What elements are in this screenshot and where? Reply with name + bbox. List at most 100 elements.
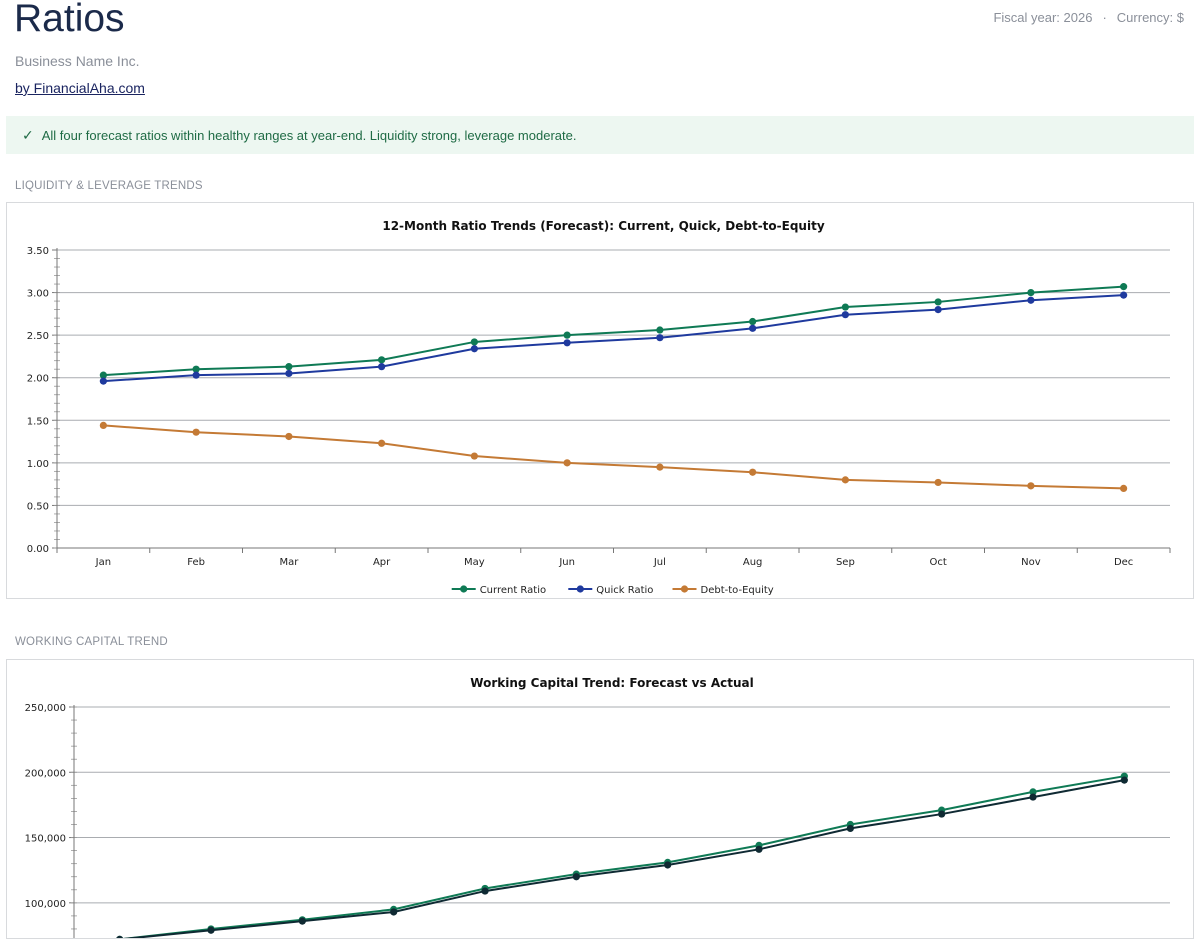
working-capital-chart-panel: Working Capital Trend: Forecast vs Actua… (6, 659, 1194, 939)
y-tick-label: 3.00 (27, 289, 49, 300)
y-tick-label: 0.00 (27, 544, 49, 555)
series-2-point (1120, 776, 1128, 784)
series-current-ratio-point (99, 371, 107, 379)
series-current-ratio-point (841, 303, 849, 311)
series-current-ratio-point (192, 365, 200, 373)
series-current-ratio-point (285, 363, 293, 371)
series-1-point (1029, 788, 1037, 796)
series-quick-ratio-point (841, 311, 849, 319)
series-2-point (572, 873, 580, 881)
series-quick-ratio-point (99, 377, 107, 385)
currency: Currency: $ (1116, 10, 1184, 25)
section-heading-liquidity: LIQUIDITY & LEVERAGE TRENDS (15, 180, 203, 192)
check-icon: ✓ (22, 126, 34, 143)
section-heading-working-capital: WORKING CAPITAL TREND (15, 636, 168, 648)
series-quick-ratio-point (285, 369, 293, 378)
series-debt-to-equity-point (192, 428, 200, 436)
y-tick-label: 1.00 (27, 459, 49, 470)
series-debt-to-equity-point (934, 478, 942, 487)
series-debt-to-equity-line (103, 424, 1124, 490)
x-tick-label-aug: Aug (743, 557, 763, 568)
series-quick-ratio-point (749, 324, 757, 332)
page-title: Ratios (14, 0, 125, 40)
legend-item-quick-ratio: Quick Ratio (568, 585, 653, 596)
y-tick-label: 1.50 (27, 416, 49, 427)
series-debt-to-equity-point (656, 463, 664, 471)
x-tick-label-jul: Jul (653, 557, 666, 568)
series-2-point (938, 810, 946, 818)
series-quick-ratio-point (470, 345, 478, 353)
series-2-point (390, 908, 398, 916)
byline-link[interactable]: by FinancialAha.com (15, 80, 145, 96)
series-quick-ratio-point (192, 371, 200, 379)
series-2-point (664, 861, 672, 869)
chart-title: 12-Month Ratio Trends (Forecast): Curren… (382, 219, 824, 233)
chart-title: Working Capital Trend: Forecast vs Actua… (470, 676, 753, 690)
series-2-point (481, 887, 489, 895)
series-debt-to-equity-point (99, 421, 107, 429)
legend-label: Current Ratio (480, 585, 546, 596)
series-current-ratio-point (749, 317, 757, 326)
working-capital-chart: Working Capital Trend: Forecast vs Actua… (25, 676, 1170, 938)
ratio-chart-panel: 12-Month Ratio Trends (Forecast): Curren… (6, 202, 1194, 599)
y-tick-label: 3.50 (27, 246, 49, 257)
series-current-ratio-line (103, 285, 1124, 377)
legend-item-debt-to-equity: Debt-to-Equity (672, 585, 774, 596)
series-2-point (207, 926, 215, 934)
series-quick-ratio-point (563, 339, 571, 347)
series-quick-ratio-point (1027, 296, 1035, 304)
x-tick-label-mar: Mar (279, 557, 299, 568)
series-2-line (123, 779, 1125, 938)
series-current-ratio-point (656, 326, 664, 334)
series-quick-ratio-point (934, 306, 942, 314)
series-current-ratio-point (1027, 288, 1035, 297)
series-debt-to-equity-point (285, 432, 293, 441)
series-2-point (755, 845, 763, 853)
series-quick-ratio-point (378, 363, 386, 371)
legend-item-current-ratio: Current Ratio (451, 585, 546, 596)
y-tick-label: 150,000 (25, 834, 66, 845)
x-tick-label-may: May (464, 557, 485, 568)
x-tick-label-apr: Apr (373, 557, 391, 568)
series-1-line (123, 775, 1125, 938)
series-debt-to-equity-point (841, 476, 849, 484)
x-tick-label-dec: Dec (1114, 557, 1133, 568)
y-tick-label: 200,000 (25, 768, 66, 779)
fiscal-year: Fiscal year: 2026 (993, 10, 1093, 25)
series-current-ratio-point (378, 356, 386, 364)
series-current-ratio-point (470, 338, 478, 346)
legend-label: Debt-to-Equity (701, 585, 774, 596)
business-name: Business Name Inc. (15, 53, 140, 69)
series-quick-ratio-point (656, 334, 664, 342)
series-debt-to-equity-point (563, 459, 571, 467)
series-debt-to-equity-point (470, 452, 478, 460)
x-tick-label-jun: Jun (558, 557, 575, 568)
y-tick-label: 250,000 (25, 703, 66, 714)
series-2-point (846, 824, 854, 833)
series-2-point (298, 917, 306, 925)
y-tick-label: 0.50 (27, 501, 49, 512)
series-debt-to-equity-point (749, 468, 757, 476)
series-quick-ratio-point (1120, 291, 1128, 299)
series-current-ratio-point (563, 331, 571, 339)
legend-label: Quick Ratio (596, 585, 653, 596)
x-tick-label-feb: Feb (187, 557, 205, 568)
x-tick-label-nov: Nov (1021, 557, 1041, 568)
series-quick-ratio-line (103, 294, 1124, 383)
y-tick-label: 2.00 (27, 374, 49, 385)
meta-separator: · (1102, 10, 1107, 25)
y-tick-label: 2.50 (27, 331, 49, 342)
y-tick-label: 100,000 (25, 899, 66, 910)
x-tick-label-oct: Oct (929, 557, 946, 568)
series-current-ratio-point (1120, 283, 1128, 291)
ratio-trends-chart: 12-Month Ratio Trends (Forecast): Curren… (27, 219, 1171, 596)
x-tick-label-jan: Jan (95, 557, 111, 568)
banner-message: All four forecast ratios within healthy … (41, 127, 577, 143)
status-banner: ✓ All four forecast ratios within health… (6, 116, 1194, 154)
x-tick-label-sep: Sep (836, 557, 855, 568)
series-debt-to-equity-point (378, 439, 386, 447)
series-debt-to-equity-point (1027, 482, 1035, 490)
series-current-ratio-point (934, 298, 942, 306)
series-debt-to-equity-point (1120, 484, 1128, 492)
fiscal-meta: Fiscal year: 2026 · Currency: $ (993, 10, 1184, 25)
